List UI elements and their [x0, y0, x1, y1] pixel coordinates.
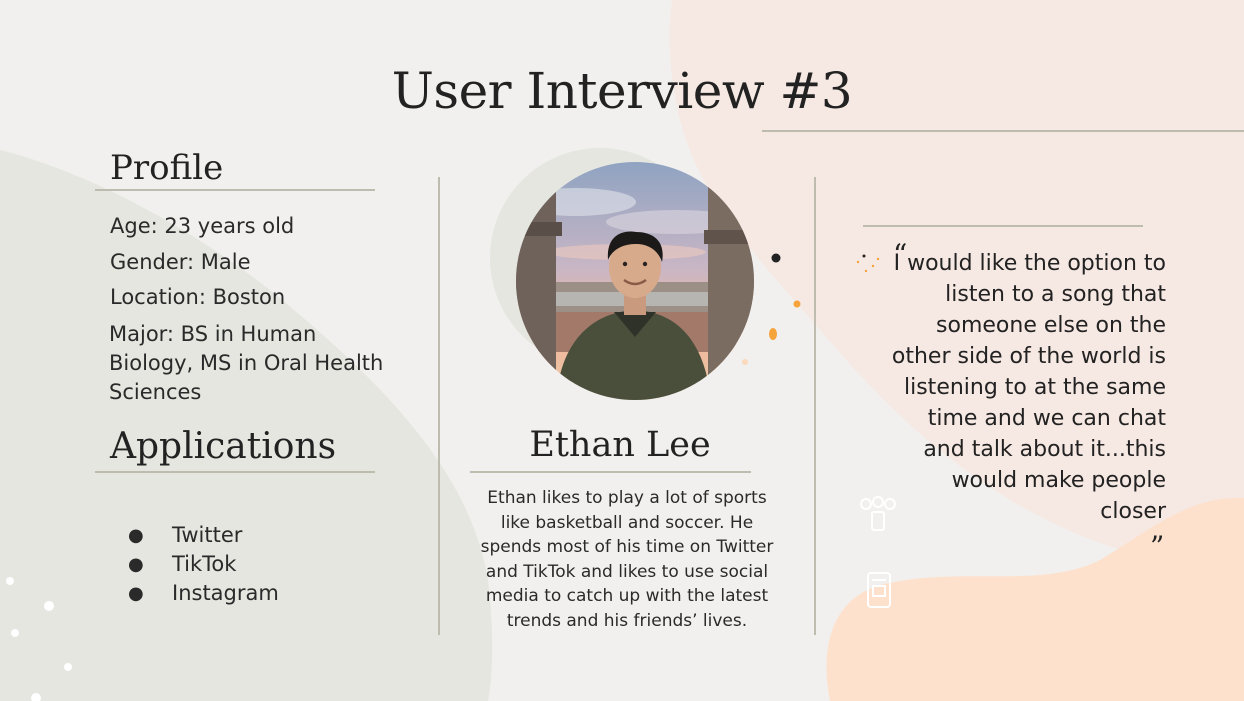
sage-blob [0, 150, 493, 701]
camera-doodle-icon [860, 496, 896, 531]
list-item: ● TikTok [128, 550, 279, 579]
bullet-icon: ● [128, 525, 144, 546]
column-divider-right [814, 177, 816, 635]
slide-title: User Interview #3 [391, 62, 853, 120]
column-divider-left [438, 177, 440, 635]
quote-open-mark: “ [893, 238, 908, 271]
applications-list: ● Twitter ● TikTok ● Instagram [128, 521, 279, 608]
application-item: Instagram [172, 581, 279, 605]
profile-heading-rule [95, 189, 375, 191]
person-name: Ethan Lee [529, 425, 711, 465]
profile-photo [516, 162, 754, 400]
profile-heading: Profile [110, 148, 224, 188]
profile-age: Age: 23 years old [110, 214, 295, 238]
application-item: TikTok [172, 552, 237, 576]
application-item: Twitter [172, 523, 243, 547]
phone-doodle-icon [867, 572, 891, 608]
bullet-icon: ● [128, 583, 144, 604]
applications-heading: Applications [110, 426, 337, 467]
name-underline [470, 471, 751, 473]
applications-heading-rule [95, 471, 375, 473]
quote-text: I would like the option to listen to a s… [891, 251, 1166, 524]
quote-close-mark: ” [1150, 530, 1165, 563]
orange-blob [826, 497, 1244, 701]
profile-gender: Gender: Male [110, 250, 251, 274]
list-item: ● Twitter [128, 521, 279, 550]
list-item: ● Instagram [128, 579, 279, 608]
bullet-icon: ● [128, 554, 144, 575]
profile-major-line-1: Major: BS in Human [109, 322, 317, 346]
quote-top-rule [863, 225, 1143, 227]
profile-location: Location: Boston [110, 285, 286, 309]
peach-blob [669, 0, 1244, 562]
profile-major-line-3: Sciences [109, 380, 202, 404]
profile-major-line-2: Biology, MS in Oral Health [109, 351, 384, 375]
person-bio: Ethan likes to play a lot of sports like… [480, 488, 774, 631]
title-underline [762, 130, 1244, 132]
